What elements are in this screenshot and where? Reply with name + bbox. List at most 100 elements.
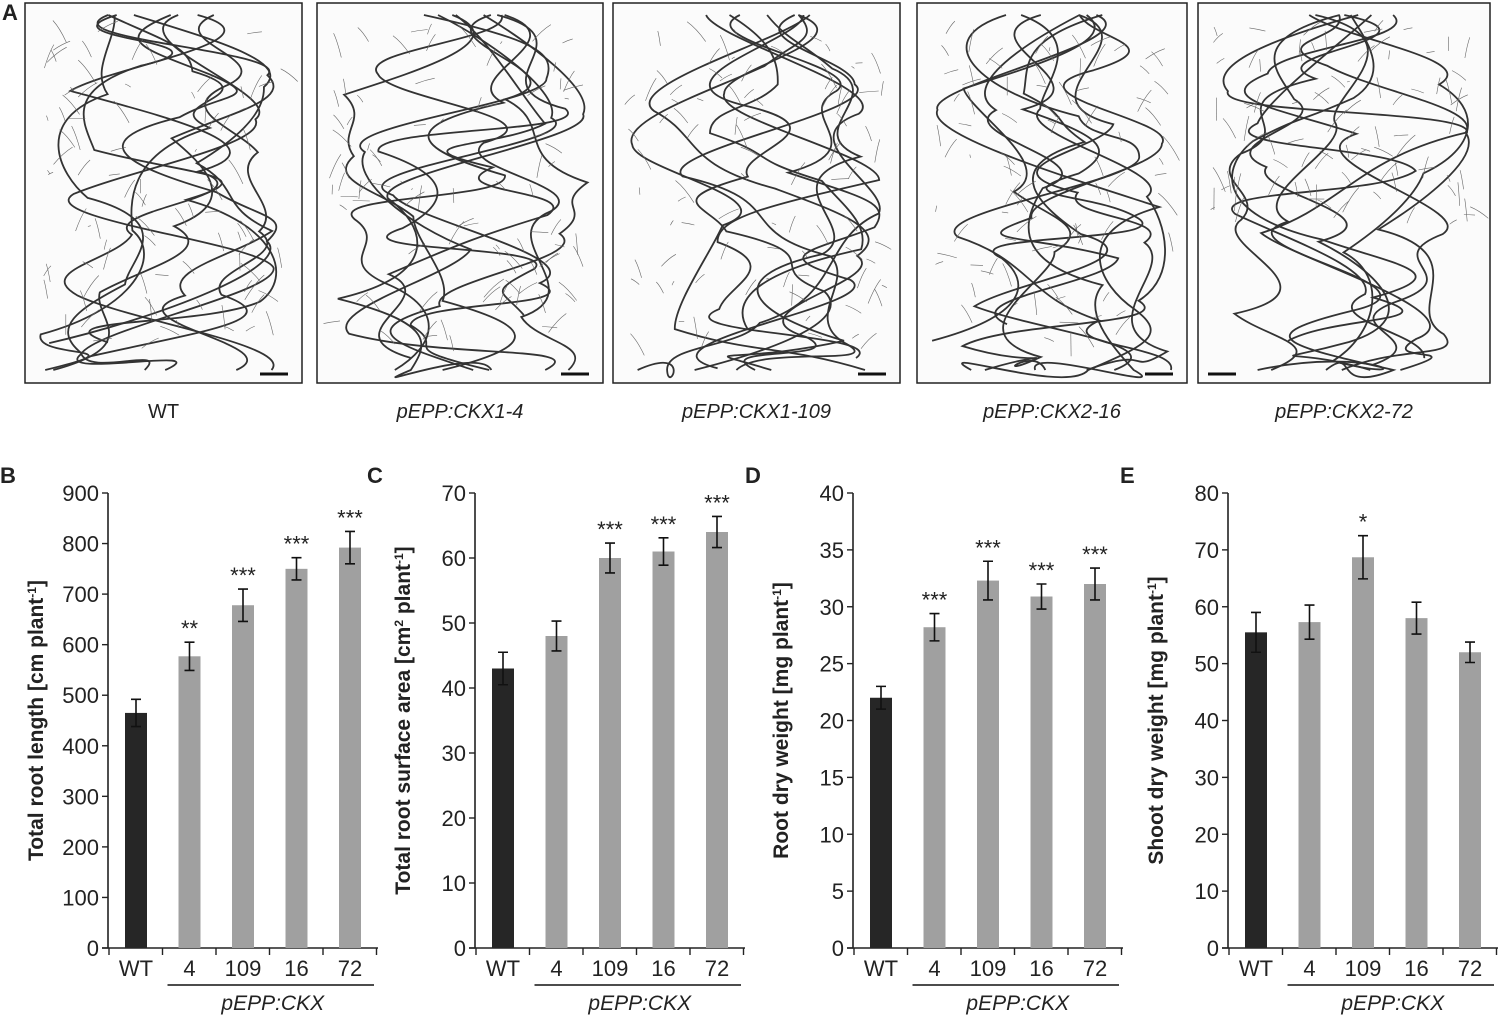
bar-16 [1030,596,1053,948]
lateral-root [1048,47,1051,52]
lateral-root [1287,138,1304,144]
primary-root [695,14,881,370]
significance-label: *** [651,512,677,537]
lateral-root [367,143,370,151]
lateral-root [562,38,573,44]
error-bar [605,542,615,574]
y-label-text: Shoot dry weight [mg plant [1145,594,1168,865]
y-tick-label: 30 [820,595,844,620]
primary-root [1231,14,1417,342]
lateral-root [789,215,796,233]
group-label: pEPP:CKX [220,992,325,1015]
lateral-root [624,94,636,105]
image-label: WT [148,401,179,423]
error-bar [1304,604,1315,640]
lateral-root [1154,81,1169,95]
root-system-image [39,14,298,371]
lateral-root [1406,207,1415,224]
lateral-root [426,34,436,52]
lateral-root [258,290,279,302]
lateral-root [493,246,501,256]
lateral-root [1327,109,1347,133]
lateral-root [238,238,255,255]
lateral-root [110,147,126,152]
lateral-root [1374,146,1393,157]
lateral-root [967,91,975,115]
y-label-text: ] [1145,576,1168,583]
y-label-text: ] [770,582,793,589]
lateral-root [954,223,968,242]
lateral-root [1343,99,1361,115]
error-bar [876,685,886,710]
primary-root [39,14,224,371]
lateral-root [528,259,538,275]
lateral-root [1090,36,1111,46]
lateral-root [1054,296,1066,301]
lateral-root [1222,118,1236,139]
y-tick-label: 50 [442,611,466,636]
lateral-root [240,86,244,98]
primary-root [1259,14,1469,371]
lateral-root [805,315,811,322]
x-tick-label: 16 [284,956,308,981]
lateral-root [985,47,1003,65]
lateral-root [1044,337,1055,342]
lateral-root [816,225,829,246]
lateral-root [558,281,577,301]
lateral-root [357,94,364,103]
lateral-root [1234,187,1238,211]
y-tick-label: 0 [454,936,466,961]
lateral-root [175,207,187,226]
lateral-root [845,304,862,314]
lateral-root [1118,131,1122,143]
lateral-root [408,243,426,255]
lateral-root [638,187,641,195]
lateral-root [988,58,1003,69]
y-tick-label: 50 [1195,652,1219,677]
y-tick-label: 20 [442,806,466,831]
lateral-root [207,112,219,130]
lateral-root [656,281,664,294]
lateral-root [1376,77,1381,99]
primary-root [679,14,859,371]
lateral-root [1005,182,1021,205]
lateral-root [46,46,67,63]
lateral-root [661,254,677,267]
lateral-root [1047,119,1056,125]
lateral-root [881,81,884,96]
y-tick-label: 40 [820,481,844,506]
lateral-root [1041,44,1055,62]
primary-root [694,14,832,371]
lateral-root [937,252,957,259]
lateral-root [204,97,207,123]
lateral-root [1351,149,1366,161]
panel-letter: C [367,463,383,488]
lateral-root [452,188,455,203]
lateral-root [630,333,645,356]
lateral-root [628,128,639,142]
lateral-root [145,43,158,65]
lateral-root [1273,159,1288,168]
lateral-root [506,260,517,274]
x-tick-label: 72 [338,956,362,981]
error-bar [345,530,355,565]
lateral-root [881,285,888,288]
lateral-root [1145,107,1161,126]
primary-root [48,14,278,344]
primary-root [962,14,1096,371]
lateral-root [681,222,695,226]
lateral-root [1464,37,1471,59]
error-bar [238,588,248,623]
lateral-root [440,319,448,341]
lateral-root [770,45,785,54]
lateral-root [103,239,108,250]
lateral-root [240,263,260,281]
lateral-root [671,281,675,286]
primary-root [630,14,866,371]
lateral-root [356,292,369,302]
lateral-root [422,320,437,340]
primary-root [960,14,1166,371]
lateral-root [536,155,543,178]
lateral-root [155,274,169,276]
lateral-root [500,41,503,45]
